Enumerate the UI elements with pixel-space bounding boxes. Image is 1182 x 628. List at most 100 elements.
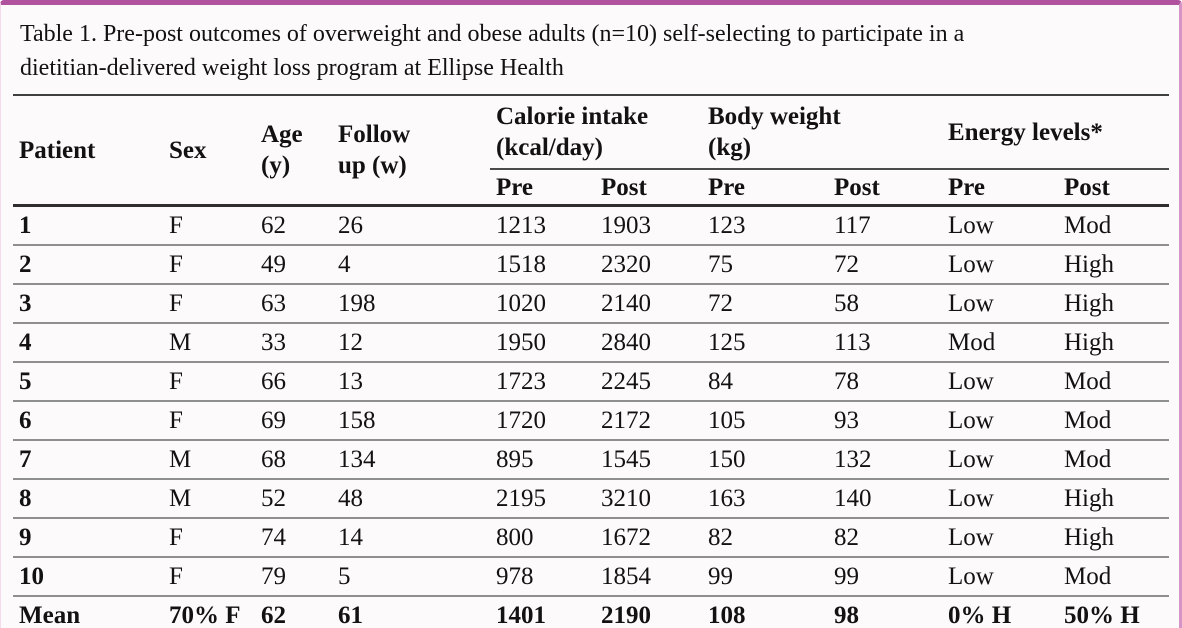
cell-calorie-post: 2320 <box>595 245 702 285</box>
cell-patient: 1 <box>13 205 163 246</box>
cell-energy-pre: 0% H <box>942 596 1058 628</box>
cell-calorie-post: 1903 <box>595 205 702 246</box>
cell-calorie-pre: 1723 <box>490 362 595 402</box>
cell-calorie-post: 2190 <box>595 596 702 628</box>
cell-energy-post: High <box>1058 518 1169 558</box>
cell-energy-post: Mod <box>1058 401 1169 441</box>
cell-age: 69 <box>255 401 332 441</box>
cell-followup: 158 <box>332 401 490 441</box>
cell-calorie-pre: 1950 <box>490 323 595 363</box>
cell-energy-post: 50% H <box>1058 596 1169 628</box>
cell-calorie-post: 2172 <box>595 401 702 441</box>
cell-energy-pre: Low <box>942 205 1058 246</box>
cell-weight-pre: 82 <box>702 518 828 558</box>
cell-calorie-pre: 1518 <box>490 245 595 285</box>
col-header-patient: Patient <box>13 95 163 207</box>
cell-sex: F <box>163 245 255 285</box>
subheader-weight-post: Post <box>828 169 942 207</box>
cell-energy-pre: Low <box>942 401 1058 441</box>
table-row: 3 F 63 198 1020 2140 72 58 Low High <box>13 284 1169 324</box>
cell-weight-post: 58 <box>828 284 942 324</box>
cell-energy-post: Mod <box>1058 362 1169 402</box>
cell-age: 62 <box>255 205 332 246</box>
cell-weight-post: 78 <box>828 362 942 402</box>
group-header-body-weight: Body weight (kg) <box>702 95 942 170</box>
cell-weight-post: 98 <box>828 596 942 628</box>
cell-weight-post: 82 <box>828 518 942 558</box>
cell-weight-post: 132 <box>828 440 942 480</box>
cell-patient: 3 <box>13 284 163 324</box>
cell-age: 68 <box>255 440 332 480</box>
subheader-weight-pre: Pre <box>702 169 828 207</box>
table-caption-line2: dietitian-delivered weight loss program … <box>20 55 564 81</box>
cell-energy-post: High <box>1058 323 1169 363</box>
table-row: 6 F 69 158 1720 2172 105 93 Low Mod <box>13 401 1169 441</box>
cell-calorie-post: 2140 <box>595 284 702 324</box>
cell-followup: 12 <box>332 323 490 363</box>
header-row-prepost: Pre Post Pre Post Pre Post <box>13 169 1169 207</box>
subheader-energy-post: Post <box>1058 169 1169 207</box>
cell-calorie-pre: 2195 <box>490 479 595 519</box>
col-header-age-label: Age (y) <box>261 121 303 179</box>
cell-age: 79 <box>255 557 332 597</box>
header-row-groups: Patient Sex Age (y) Follow up (w) Calori… <box>13 95 1169 207</box>
cell-followup: 134 <box>332 440 490 480</box>
cell-energy-post: High <box>1058 245 1169 285</box>
cell-sex: F <box>163 362 255 402</box>
cell-sex: M <box>163 440 255 480</box>
cell-energy-pre: Low <box>942 245 1058 285</box>
table-row: 1 F 62 26 1213 1903 123 117 Low Mod <box>13 205 1169 246</box>
cell-energy-pre: Low <box>942 557 1058 597</box>
cell-calorie-post: 3210 <box>595 479 702 519</box>
cell-energy-post: High <box>1058 284 1169 324</box>
cell-sex: M <box>163 323 255 363</box>
subheader-calorie-post: Post <box>595 169 702 207</box>
cell-calorie-post: 2840 <box>595 323 702 363</box>
cell-weight-pre: 105 <box>702 401 828 441</box>
table-caption-line1: Table 1. Pre-post outcomes of overweight… <box>20 21 965 47</box>
cell-calorie-pre: 978 <box>490 557 595 597</box>
cell-followup: 14 <box>332 518 490 558</box>
cell-weight-pre: 125 <box>702 323 828 363</box>
table-caption: Table 1. Pre-post outcomes of overweight… <box>20 17 1163 85</box>
cell-weight-pre: 150 <box>702 440 828 480</box>
cell-calorie-pre: 1401 <box>490 596 595 628</box>
cell-sex: F <box>163 284 255 324</box>
cell-weight-post: 113 <box>828 323 942 363</box>
cell-energy-post: Mod <box>1058 440 1169 480</box>
cell-weight-post: 117 <box>828 205 942 246</box>
col-header-sex: Sex <box>163 95 255 207</box>
table-body: 1 F 62 26 1213 1903 123 117 Low Mod 2 F … <box>13 205 1169 628</box>
mean-row: Mean 70% F 62 61 1401 2190 108 98 0% H 5… <box>13 596 1169 628</box>
cell-energy-pre: Mod <box>942 323 1058 363</box>
cell-weight-pre: 84 <box>702 362 828 402</box>
cell-calorie-pre: 895 <box>490 440 595 480</box>
cell-energy-pre: Low <box>942 284 1058 324</box>
table-row: 5 F 66 13 1723 2245 84 78 Low Mod <box>13 362 1169 402</box>
cell-patient: Mean <box>13 596 163 628</box>
subheader-calorie-pre: Pre <box>490 169 595 207</box>
cell-patient: 7 <box>13 440 163 480</box>
cell-followup: 61 <box>332 596 490 628</box>
cell-energy-pre: Low <box>942 518 1058 558</box>
cell-age: 49 <box>255 245 332 285</box>
group-header-calorie-intake: Calorie intake (kcal/day) <box>490 95 702 170</box>
cell-calorie-pre: 1020 <box>490 284 595 324</box>
cell-weight-pre: 99 <box>702 557 828 597</box>
col-header-age: Age (y) <box>255 95 332 207</box>
cell-sex: F <box>163 557 255 597</box>
cell-weight-pre: 108 <box>702 596 828 628</box>
cell-calorie-post: 1854 <box>595 557 702 597</box>
cell-patient: 6 <box>13 401 163 441</box>
cell-calorie-pre: 1213 <box>490 205 595 246</box>
cell-age: 63 <box>255 284 332 324</box>
cell-followup: 198 <box>332 284 490 324</box>
group-header-energy-levels: Energy levels* <box>942 95 1169 170</box>
cell-energy-pre: Low <box>942 362 1058 402</box>
outcomes-table: Patient Sex Age (y) Follow up (w) Calori… <box>13 94 1169 628</box>
cell-patient: 8 <box>13 479 163 519</box>
cell-weight-post: 99 <box>828 557 942 597</box>
group-header-energy-levels-label: Energy levels* <box>948 118 1103 146</box>
cell-calorie-pre: 800 <box>490 518 595 558</box>
